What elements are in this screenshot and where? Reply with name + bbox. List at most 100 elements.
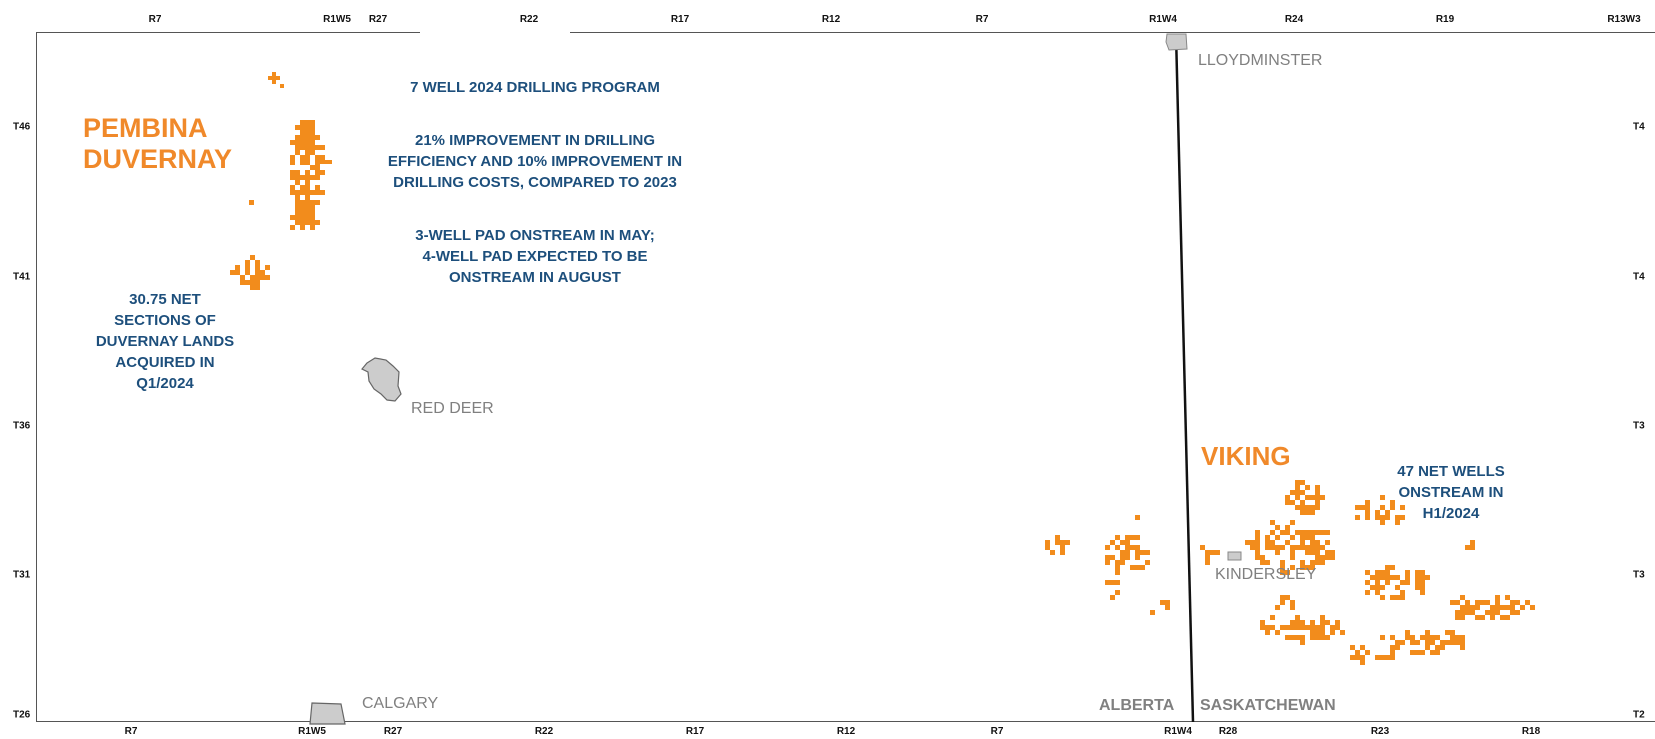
land-parcel: [1290, 600, 1295, 605]
land-parcel: [1300, 535, 1305, 540]
land-parcel: [305, 155, 310, 160]
land-parcel: [1300, 625, 1305, 630]
range-label-bottom: R18: [1521, 726, 1541, 737]
land-parcel: [300, 120, 305, 125]
land-parcel: [1325, 530, 1330, 535]
land-parcel: [1300, 500, 1305, 505]
land-parcel: [1295, 545, 1300, 550]
range-label-bottom: R17: [685, 726, 705, 737]
land-parcel: [310, 190, 315, 195]
land-parcel: [1365, 505, 1370, 510]
land-parcel: [255, 285, 260, 290]
land-parcel: [305, 120, 310, 125]
land-parcel: [1120, 555, 1125, 560]
land-parcel: [1455, 600, 1460, 605]
land-parcel: [295, 125, 300, 130]
land-parcel: [1135, 545, 1140, 550]
land-parcel: [1135, 555, 1140, 560]
land-parcel: [305, 200, 310, 205]
land-parcel: [295, 220, 300, 225]
land-parcel: [1320, 625, 1325, 630]
land-parcel: [300, 215, 305, 220]
land-parcel: [315, 185, 320, 190]
range-label-bottom: R1W4: [1164, 726, 1192, 737]
land-parcel: [1495, 605, 1500, 610]
land-parcel: [1115, 590, 1120, 595]
land-parcel: [1375, 655, 1380, 660]
land-parcel: [1310, 635, 1315, 640]
city-label-calgary: CALGARY: [362, 695, 439, 712]
land-parcel: [290, 225, 295, 230]
land-parcel: [245, 280, 250, 285]
range-label-top: R7: [148, 14, 162, 25]
land-parcel: [1290, 490, 1295, 495]
range-label-top: R24: [1284, 14, 1304, 25]
land-parcel: [1325, 540, 1330, 545]
land-parcel: [1475, 605, 1480, 610]
land-parcel: [255, 275, 260, 280]
land-parcel: [1425, 645, 1430, 650]
land-parcel: [1290, 555, 1295, 560]
land-parcel: [1490, 605, 1495, 610]
range-label-top: R1W5: [323, 14, 351, 25]
land-parcel: [1470, 540, 1475, 545]
range-label-bottom: R27: [383, 726, 403, 737]
range-label-top: R19: [1435, 14, 1455, 25]
land-parcel: [1310, 530, 1315, 535]
land-parcel: [1385, 575, 1390, 580]
land-parcel: [315, 175, 320, 180]
land-parcel: [1325, 550, 1330, 555]
land-parcel: [1405, 580, 1410, 585]
land-parcel: [1295, 480, 1300, 485]
land-parcel: [255, 265, 260, 270]
land-parcel: [1310, 620, 1315, 625]
land-parcel: [310, 145, 315, 150]
land-parcel: [1275, 605, 1280, 610]
land-parcel: [240, 275, 245, 280]
land-parcel: [1135, 515, 1140, 520]
land-parcel: [1265, 545, 1270, 550]
land-parcel: [1295, 495, 1300, 500]
land-parcel: [1320, 630, 1325, 635]
township-label-left: T46: [13, 121, 31, 133]
land-parcel: [1355, 655, 1360, 660]
land-parcel: [310, 120, 315, 125]
land-parcel: [1445, 640, 1450, 645]
land-parcel: [1305, 485, 1310, 490]
land-parcel: [1360, 645, 1365, 650]
land-parcel: [1385, 515, 1390, 520]
township-label-left: T36: [13, 420, 31, 432]
land-parcel: [1160, 600, 1165, 605]
township-label-right: T2: [1633, 709, 1645, 721]
land-parcel: [1465, 610, 1470, 615]
land-parcel: [1280, 625, 1285, 630]
land-parcel: [1375, 515, 1380, 520]
land-parcel: [295, 175, 300, 180]
land-parcel: [1285, 570, 1290, 575]
land-parcel: [1315, 560, 1320, 565]
land-parcel: [1310, 510, 1315, 515]
land-parcel: [1430, 635, 1435, 640]
land-parcel: [315, 145, 320, 150]
land-parcel: [1060, 545, 1065, 550]
land-parcel: [1495, 595, 1500, 600]
land-parcel: [1280, 545, 1285, 550]
land-parcel: [1390, 575, 1395, 580]
land-parcel: [310, 140, 315, 145]
land-parcel: [1120, 550, 1125, 555]
note-duvernay-lands: 30.75 NET SECTIONS OF DUVERNAY LANDS ACQ…: [95, 291, 235, 392]
land-parcel: [1285, 540, 1290, 545]
land-parcel: [1510, 610, 1515, 615]
land-parcel: [1460, 595, 1465, 600]
land-parcel: [1285, 500, 1290, 505]
land-parcel: [1140, 565, 1145, 570]
land-parcel: [300, 140, 305, 145]
land-parcel: [1280, 565, 1285, 570]
land-parcel: [1105, 545, 1110, 550]
land-parcel: [1285, 595, 1290, 600]
land-parcel: [1470, 545, 1475, 550]
land-parcel: [1490, 610, 1495, 615]
land-parcel: [290, 175, 295, 180]
land-parcels: [230, 72, 1535, 665]
land-parcel: [300, 205, 305, 210]
